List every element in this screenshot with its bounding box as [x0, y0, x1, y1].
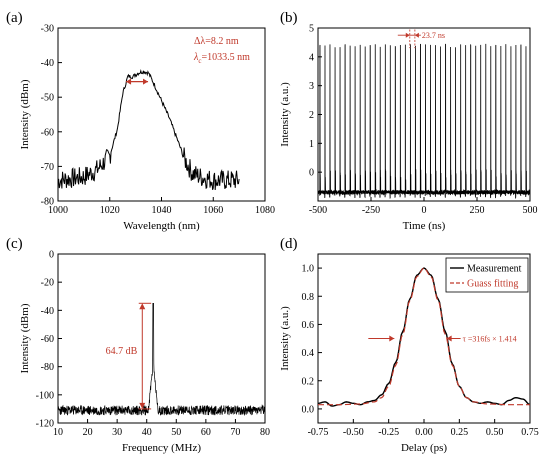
x-axis-label: Frequency (MHz)	[122, 442, 201, 454]
legend-box	[445, 257, 529, 293]
annotation-snr: 64.7 dB	[106, 346, 138, 357]
y-tick-label: -20	[41, 278, 54, 289]
legend-label-measurement: Measurement	[467, 264, 522, 275]
panel-label: (b)	[280, 10, 298, 26]
measurement-trace	[317, 267, 531, 407]
y-tick-label: 4	[309, 52, 314, 63]
y-tick-label: 0.2	[302, 376, 315, 387]
tau-arrowhead	[389, 335, 395, 342]
x-tick-label: 60	[201, 427, 211, 438]
y-tick-label: -40	[41, 58, 54, 69]
y-tick-label: -80	[41, 197, 54, 208]
x-tick-label: 0.25	[451, 427, 469, 438]
y-tick-label: -60	[41, 127, 54, 138]
x-tick-label: 1080	[255, 205, 275, 216]
x-tick-label: 1040	[152, 205, 172, 216]
x-tick-label: 30	[112, 427, 122, 438]
x-tick-label: -0.50	[343, 427, 364, 438]
x-axis-label: Time (ns)	[403, 220, 446, 232]
x-tick-label: 1060	[203, 205, 223, 216]
x-tick-label: 20	[83, 427, 93, 438]
y-tick-label: 1.0	[302, 264, 315, 275]
y-axis-label: Intensity (a.u.)	[279, 82, 291, 147]
period-arrowhead	[414, 32, 419, 38]
x-axis-label: Delay (ps)	[401, 442, 447, 454]
y-tick-label: 0	[309, 168, 314, 179]
y-axis-label: Intensity (dBm)	[19, 79, 31, 149]
x-tick-label: 0.00	[415, 427, 433, 438]
x-tick-label: 70	[230, 427, 240, 438]
panel-d: -0.75 -0.50 -0.25 0.00 0.25 0.50 0.75 0.0 0.2 0.4…	[279, 236, 539, 454]
y-tick-label: 0.8	[302, 292, 315, 303]
pulse-train-trace	[317, 43, 531, 200]
y-tick-label: -30	[41, 24, 54, 35]
panel-label: (a)	[6, 10, 23, 26]
x-tick-label: 500	[523, 205, 538, 216]
gauss-fit-trace	[318, 267, 530, 406]
x-tick-label: 1000	[48, 205, 68, 216]
fwhm-arrowhead-right	[143, 78, 149, 85]
y-tick-label: -40	[41, 306, 54, 317]
spectrum-trace	[57, 69, 240, 191]
snr-arrowhead-down	[139, 402, 146, 409]
y-axis-label: Intensity (dBm)	[19, 303, 31, 373]
x-tick-label: -250	[362, 205, 380, 216]
y-tick-label: 2	[309, 110, 314, 121]
x-tick-label: 80	[260, 427, 270, 438]
panel-c: 10 20 30 40 50 60 70 80 -120 -100 -80 -60 -40 -20 0 Fre…	[6, 236, 270, 454]
fwhm-arrowhead-left	[126, 78, 132, 85]
annotation-period: 23.7 ns	[422, 31, 445, 40]
x-tick-label: -0.25	[378, 427, 399, 438]
lambda-value: =1033.5 nm	[201, 52, 250, 63]
x-tick-label: 250	[470, 205, 485, 216]
period-arrowhead	[405, 32, 410, 38]
annotation-tau: τ =316fs × 1.414	[463, 335, 517, 344]
panel-label: (c)	[6, 236, 23, 252]
y-tick-label: -100	[36, 390, 54, 401]
panel-label: (d)	[280, 236, 298, 252]
snr-arrowhead-up	[139, 303, 146, 310]
annotation-delta-lambda: Δλ=8.2 nm	[194, 36, 239, 47]
legend-label-fit: Guass fitting	[467, 279, 518, 290]
x-tick-label: -500	[309, 205, 327, 216]
y-tick-label: 0.6	[302, 320, 315, 331]
panel-b: -500 -250 0 250 500 0 1 2 3 4 5 Time (ns) Intensity …	[279, 10, 538, 232]
x-tick-label: -0.75	[308, 427, 329, 438]
y-tick-label: 3	[309, 81, 314, 92]
plot-frame	[57, 253, 266, 424]
x-tick-label: 0.50	[486, 427, 504, 438]
y-tick-label: 0.4	[302, 348, 315, 359]
x-tick-label: 0.75	[521, 427, 539, 438]
x-tick-label: 0	[422, 205, 427, 216]
panel-a: 1000 1020 1040 1060 1080 -80 -70 -60 -50 -40 -30 Wa…	[6, 10, 275, 232]
x-tick-label: 10	[53, 427, 63, 438]
tau-arrowhead	[446, 335, 452, 342]
rf-spectrum-trace	[57, 302, 266, 417]
lambda-symbol: λ	[193, 52, 199, 63]
y-tick-label: -80	[41, 362, 54, 373]
x-tick-label: 40	[142, 427, 152, 438]
y-tick-label: -70	[41, 162, 54, 173]
y-tick-label: -60	[41, 334, 54, 345]
y-axis-label: Intensity (a.u.)	[279, 306, 291, 371]
y-tick-label: 1	[309, 139, 314, 150]
x-axis-label: Wavelength (nm)	[123, 220, 200, 232]
lambda-subscript: c	[198, 57, 201, 65]
y-tick-label: 0.0	[302, 404, 315, 415]
x-tick-label: 1020	[100, 205, 120, 216]
y-tick-label: -50	[41, 93, 54, 104]
y-tick-label: 5	[309, 24, 314, 35]
x-tick-label: 50	[171, 427, 181, 438]
y-tick-label: 0	[49, 250, 54, 261]
annotation-center-wavelength: λc=1033.5 nm	[193, 52, 250, 65]
y-tick-label: -120	[36, 419, 54, 430]
